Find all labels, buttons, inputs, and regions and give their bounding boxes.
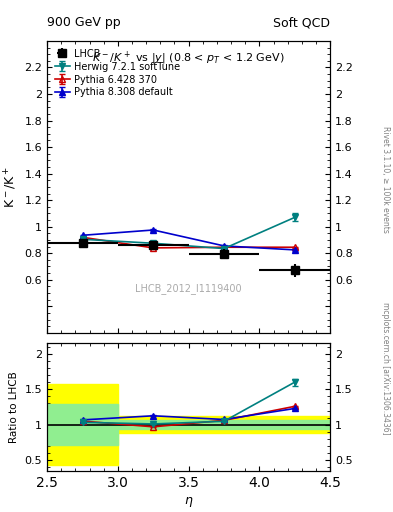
Bar [47,385,118,465]
Text: LHCB_2012_I1119400: LHCB_2012_I1119400 [135,284,242,294]
X-axis label: $\eta$: $\eta$ [184,496,193,509]
Text: Rivet 3.1.10, ≥ 100k events: Rivet 3.1.10, ≥ 100k events [381,126,390,232]
Legend: LHCB, Herwig 7.2.1 softTune, Pythia 6.428 370, Pythia 8.308 default: LHCB, Herwig 7.2.1 softTune, Pythia 6.42… [52,46,184,100]
Text: $K^-/K^+$ vs $|y|$ (0.8 < $p_T$ < 1.2 GeV): $K^-/K^+$ vs $|y|$ (0.8 < $p_T$ < 1.2 Ge… [92,50,285,67]
Text: mcplots.cern.ch [arXiv:1306.3436]: mcplots.cern.ch [arXiv:1306.3436] [381,302,390,435]
Bar [118,420,330,430]
Text: 900 GeV pp: 900 GeV pp [47,16,121,29]
Bar [118,416,330,433]
Y-axis label: Ratio to LHCB: Ratio to LHCB [9,371,19,443]
Bar [47,404,118,445]
Text: Soft QCD: Soft QCD [273,16,330,29]
Y-axis label: K$^-$/K$^+$: K$^-$/K$^+$ [3,166,19,208]
